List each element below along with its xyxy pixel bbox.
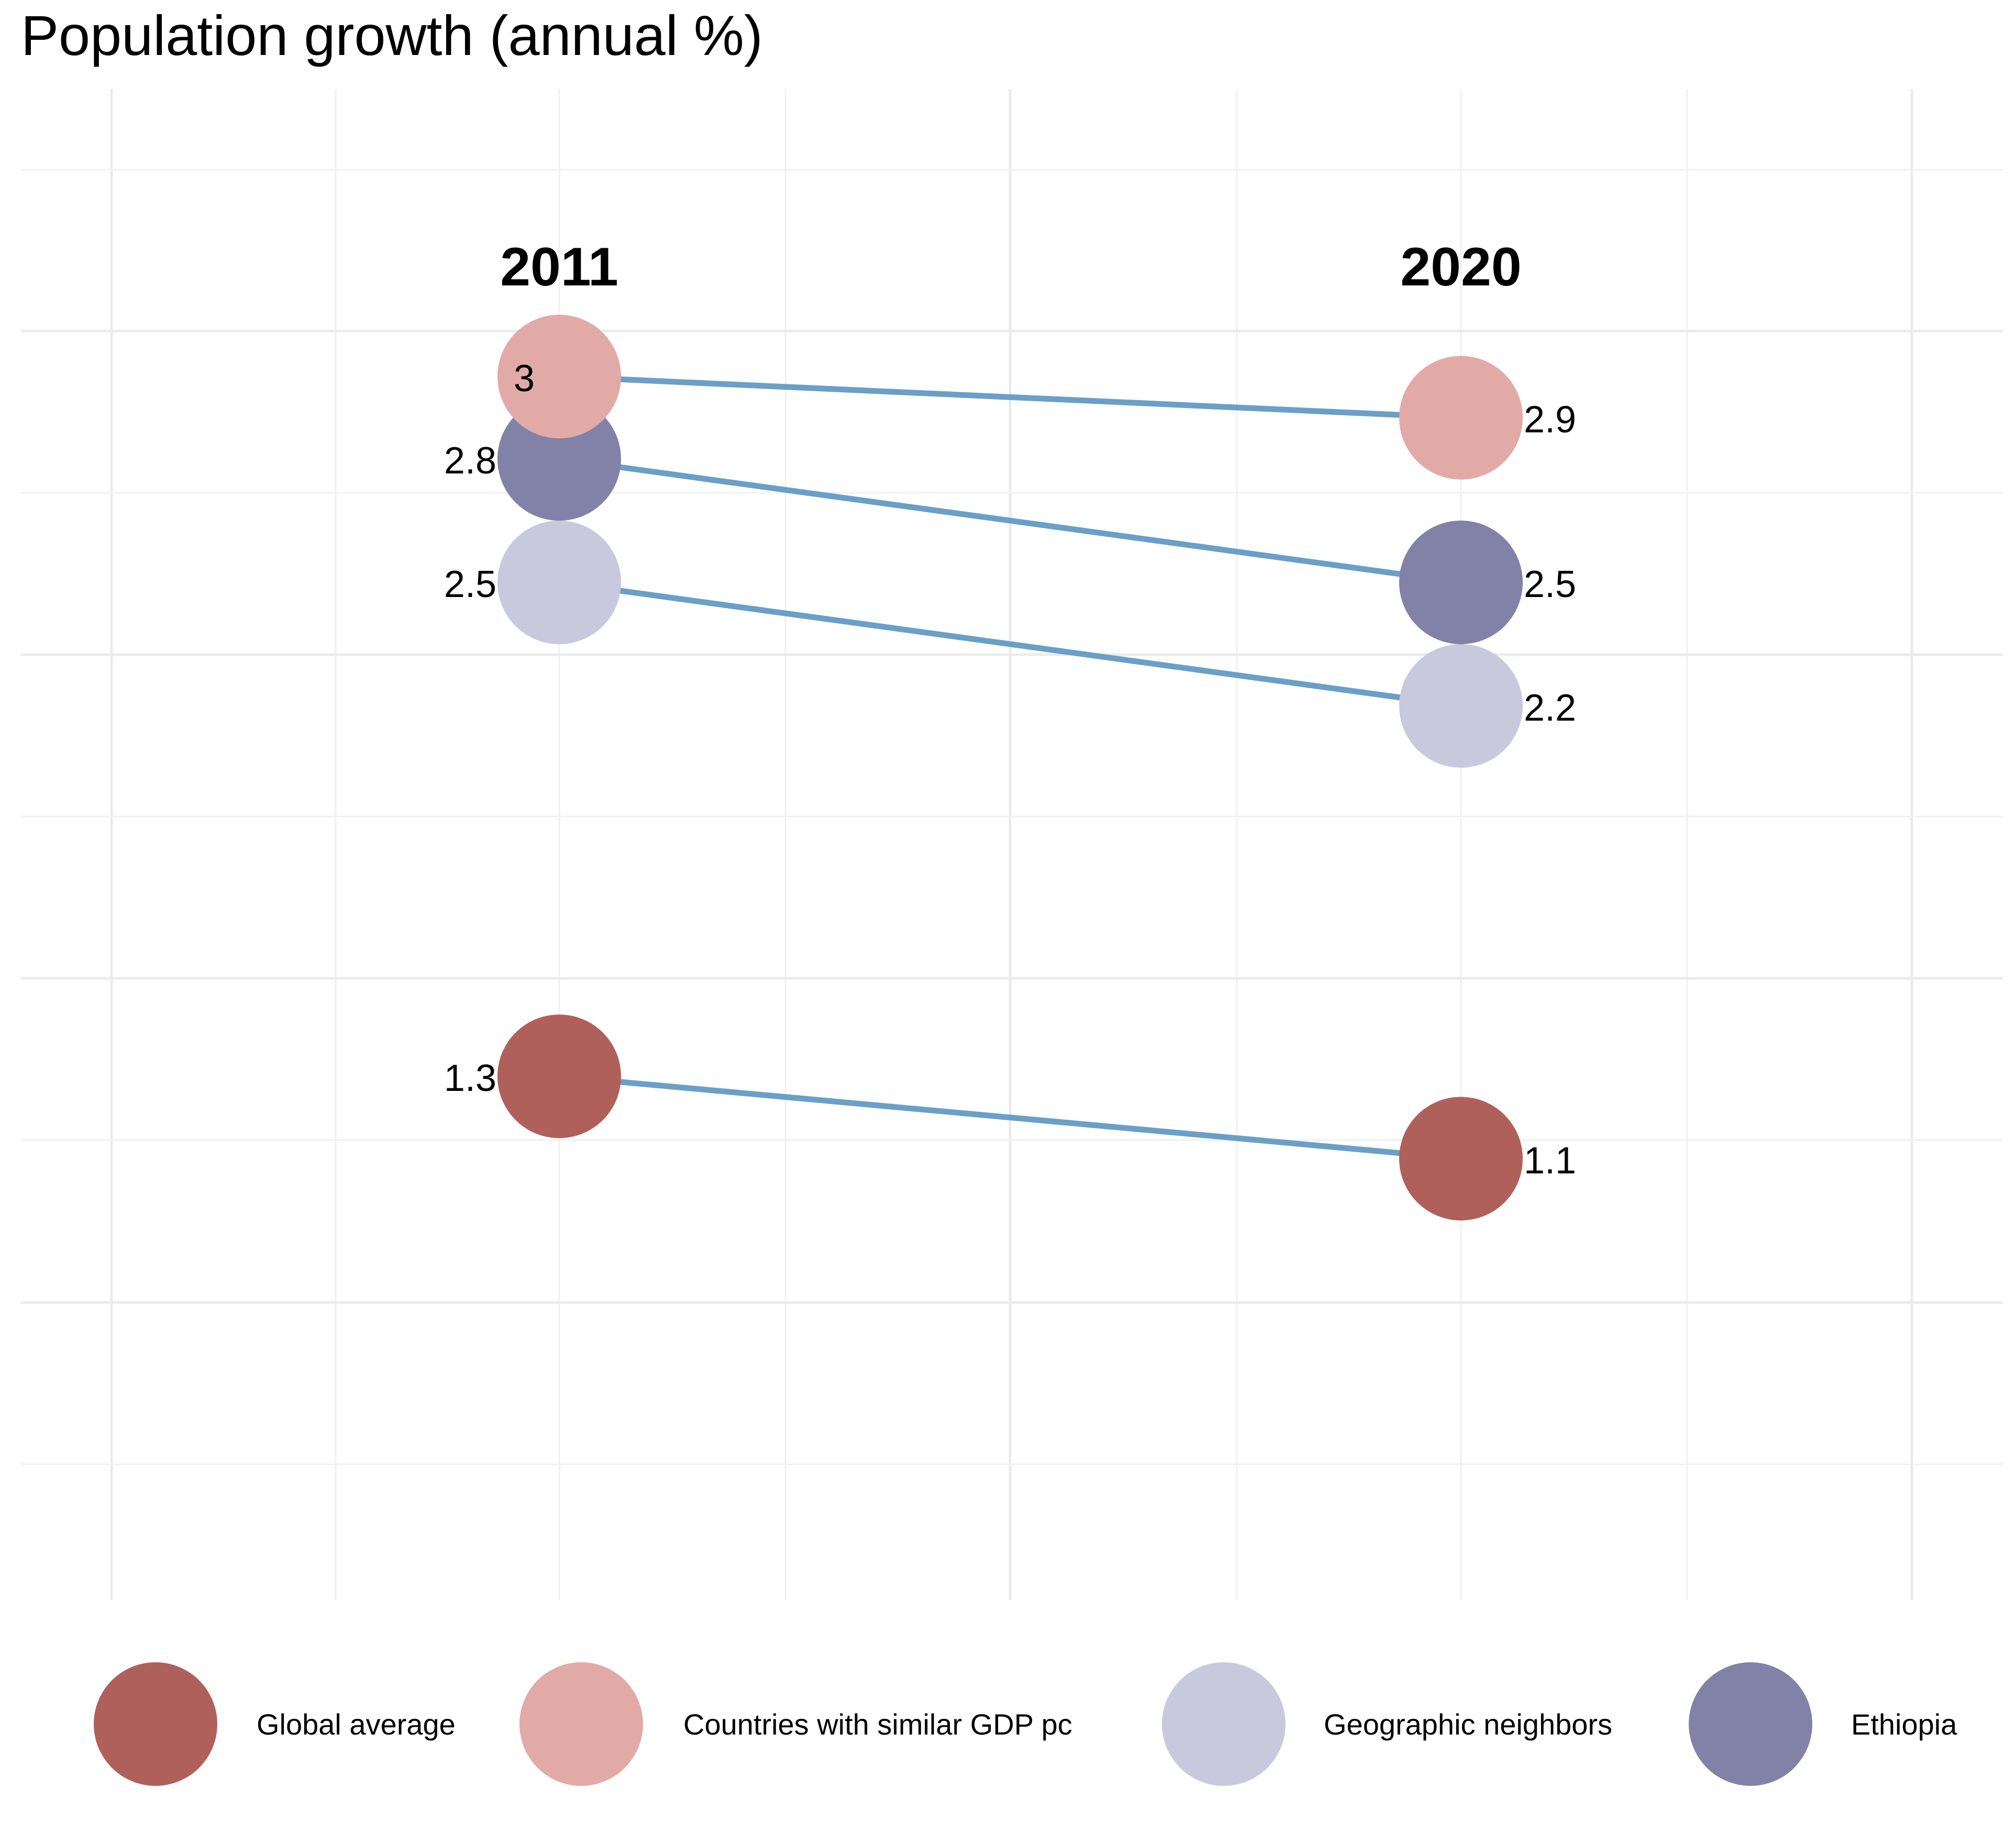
connector-ethiopia: [556, 456, 1464, 586]
connector-countries-with-similar-gdp-pc: [556, 373, 1464, 421]
value-label-geographic-neighbors-2020: 2.2: [1524, 687, 1576, 729]
year-header-2020: 2020: [1400, 237, 1521, 297]
point-geographic-neighbors-2011: [497, 521, 621, 644]
point-countries-with-similar-gdp-pc-2020: [1399, 356, 1523, 480]
point-global-average-2011: [497, 1014, 621, 1139]
point-ethiopia-2020: [1399, 521, 1523, 644]
legend-swatch-countries-with-similar-gdp-pc: [519, 1662, 643, 1786]
legend-swatch-global-average: [94, 1662, 217, 1786]
legend-label-countries-with-similar-gdp-pc: Countries with similar GDP pc: [683, 1708, 1072, 1741]
value-label-geographic-neighbors-2011: 2.5: [444, 564, 496, 605]
legend: Global average Countries with similar GDP…: [94, 1662, 1957, 1786]
year-header-2011: 2011: [500, 237, 618, 297]
point-countries-with-similar-gdp-pc-2011: [497, 315, 621, 438]
value-label-countries-with-similar-gdp-pc-2011: 3: [514, 358, 535, 400]
point-global-average-2020: [1399, 1097, 1523, 1221]
grid-lines: [21, 89, 2003, 1600]
chart-marks: 2011 2020 1.3 1.1 3 2.9 2.5 2.2 2.8 2.5: [444, 237, 1576, 1221]
value-label-global-average-2011: 1.3: [444, 1057, 496, 1099]
legend-label-geographic-neighbors: Geographic neighbors: [1324, 1708, 1612, 1741]
legend-swatch-ethiopia: [1689, 1662, 1812, 1786]
chart-title: Population growth (annual %): [21, 4, 763, 67]
value-label-global-average-2020: 1.1: [1524, 1140, 1576, 1181]
value-label-ethiopia-2011: 2.8: [444, 440, 496, 482]
value-label-countries-with-similar-gdp-pc-2020: 2.9: [1524, 399, 1576, 441]
connector-global-average: [556, 1073, 1464, 1162]
legend-swatch-geographic-neighbors: [1162, 1662, 1286, 1786]
legend-label-global-average: Global average: [257, 1708, 456, 1741]
point-geographic-neighbors-2020: [1399, 644, 1523, 768]
connector-geographic-neighbors: [556, 579, 1464, 709]
legend-label-ethiopia: Ethiopia: [1851, 1708, 1957, 1741]
value-label-ethiopia-2020: 2.5: [1524, 564, 1576, 605]
